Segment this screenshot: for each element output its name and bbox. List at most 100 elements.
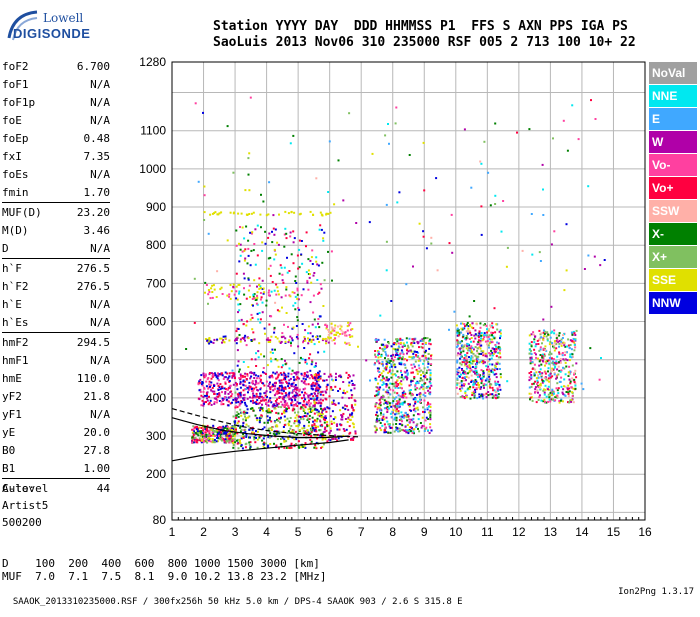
echo-point — [201, 439, 204, 442]
echo-point — [427, 389, 430, 392]
echo-point — [308, 273, 311, 276]
echo-point — [321, 339, 324, 342]
param-key: foE — [2, 114, 22, 127]
echo-point — [424, 376, 427, 379]
echo-point — [399, 341, 402, 344]
echo-point — [320, 228, 323, 231]
echo-point — [386, 420, 389, 423]
echo-point — [213, 212, 216, 215]
echo-point — [291, 430, 294, 433]
echo-point — [238, 440, 241, 443]
echo-point — [533, 363, 536, 366]
echo-point — [263, 355, 266, 358]
echo-point — [487, 378, 490, 381]
y-tick-label: 200 — [146, 467, 166, 481]
y-tick-label: 1100 — [140, 124, 166, 138]
echo-point — [373, 363, 376, 366]
echo-point — [302, 399, 305, 402]
echo-point — [303, 424, 306, 427]
echo-point — [490, 331, 493, 334]
echo-point — [296, 405, 299, 407]
echo-point — [259, 321, 262, 324]
echo-point — [236, 411, 239, 414]
echo-point — [528, 386, 531, 389]
echo-point — [385, 416, 388, 419]
echo-point — [388, 362, 391, 364]
echo-point — [242, 422, 245, 425]
echo-point — [208, 436, 211, 439]
echo-point — [476, 343, 479, 346]
echo-point — [399, 343, 402, 345]
echo-point — [485, 392, 488, 395]
echo-point — [571, 333, 574, 336]
echo-point — [528, 372, 531, 375]
echo-point — [347, 374, 350, 376]
echo-point — [422, 235, 425, 238]
echo-point — [543, 353, 546, 356]
echo-point — [265, 338, 268, 341]
echo-point — [293, 291, 296, 294]
param-value: N/A — [90, 114, 110, 127]
echo-point — [373, 425, 376, 428]
echo-point — [333, 327, 336, 330]
echo-point — [420, 340, 423, 342]
echo-point — [486, 331, 489, 334]
echo-point — [289, 417, 292, 419]
echo-point — [395, 381, 398, 384]
param-row: hmF2 294.5 — [2, 334, 110, 352]
echo-point — [559, 358, 562, 360]
echo-point — [310, 339, 313, 341]
echo-point — [330, 422, 333, 425]
echo-point — [411, 392, 413, 395]
echo-point — [212, 374, 215, 377]
echo-point — [480, 369, 483, 372]
echo-point — [410, 426, 413, 429]
echo-point — [479, 341, 482, 344]
echo-point — [427, 362, 430, 365]
echo-point — [386, 389, 389, 392]
param-key: yF2 — [2, 390, 22, 403]
echo-point — [247, 416, 250, 419]
echo-point — [494, 367, 497, 369]
echo-point — [458, 388, 461, 390]
echo-point — [221, 391, 223, 394]
echo-point — [267, 401, 270, 403]
echo-point — [499, 356, 502, 359]
echo-point — [248, 388, 251, 391]
echo-point — [295, 282, 298, 284]
echo-point — [255, 365, 258, 367]
echo-point — [212, 434, 215, 437]
echo-point — [256, 430, 259, 433]
echo-point — [498, 383, 501, 386]
echo-point — [334, 324, 337, 327]
echo-point — [475, 323, 478, 326]
echo-point — [405, 415, 408, 418]
echo-point — [410, 383, 412, 386]
echo-point — [479, 326, 482, 329]
echo-point — [562, 388, 565, 391]
echo-point — [464, 379, 467, 382]
x-tick-label: 5 — [295, 525, 302, 539]
echo-point — [567, 384, 570, 387]
echo-point — [465, 337, 468, 339]
echo-point — [196, 425, 198, 428]
echo-point — [296, 297, 299, 300]
echo-point — [400, 356, 403, 359]
echo-point — [412, 421, 415, 424]
echo-point — [535, 401, 538, 404]
echo-point — [551, 360, 554, 363]
echo-point — [531, 399, 534, 402]
echo-point — [537, 385, 540, 387]
echo-point — [395, 106, 398, 109]
echo-point — [430, 357, 433, 360]
echo-point — [314, 388, 317, 391]
echo-point — [547, 388, 549, 391]
echo-point — [215, 440, 218, 443]
echo-point — [478, 393, 481, 396]
echo-point — [462, 370, 465, 373]
echo-point — [340, 325, 343, 328]
echo-point — [378, 375, 380, 378]
echo-point — [412, 363, 415, 366]
echo-point — [291, 339, 294, 342]
legend-item-w: W — [649, 131, 697, 153]
